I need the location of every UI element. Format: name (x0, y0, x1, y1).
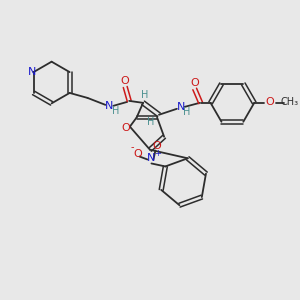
Text: O: O (266, 97, 274, 107)
Text: N: N (177, 102, 185, 112)
Text: N: N (105, 101, 113, 111)
Text: N: N (147, 152, 156, 163)
Text: N: N (27, 67, 36, 77)
Text: H: H (112, 106, 119, 116)
Text: O: O (121, 76, 130, 86)
Text: +: + (154, 149, 161, 158)
Text: O: O (122, 123, 130, 133)
Text: O: O (152, 141, 161, 151)
Text: O: O (190, 78, 199, 88)
Text: -: - (131, 142, 134, 152)
Text: CH₃: CH₃ (281, 97, 299, 107)
Text: H: H (183, 107, 190, 117)
Text: H: H (147, 117, 155, 127)
Text: O: O (133, 148, 142, 158)
Text: H: H (141, 90, 149, 100)
